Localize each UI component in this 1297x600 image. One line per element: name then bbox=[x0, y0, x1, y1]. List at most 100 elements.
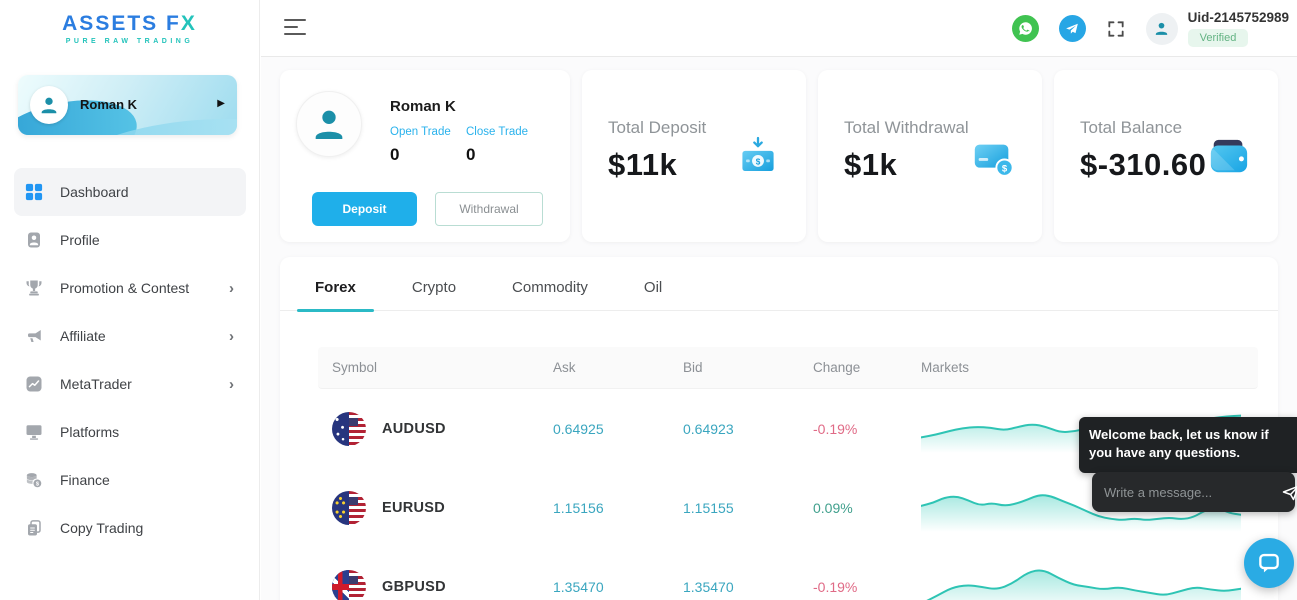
sidebar-item-metatrader[interactable]: MetaTrader › bbox=[14, 360, 246, 408]
withdrawal-button[interactable]: Withdrawal bbox=[435, 192, 543, 226]
sidebar-item-label: Affiliate bbox=[60, 328, 106, 344]
gbpusd-flag-icon bbox=[332, 569, 366, 600]
table-row[interactable]: GBPUSD 1.35470 1.35470 -0.19% bbox=[318, 547, 1258, 600]
ask-value: 1.15156 bbox=[553, 499, 604, 516]
eurusd-flag-icon bbox=[332, 490, 366, 525]
symbol-name: GBPUSD bbox=[382, 578, 446, 595]
chat-welcome-tooltip: Welcome back, let us know if you have an… bbox=[1079, 417, 1297, 474]
wallet-icon bbox=[1206, 136, 1252, 183]
sidebar-item-finance[interactable]: $ Finance bbox=[14, 456, 246, 504]
chevron-right-icon: › bbox=[229, 279, 234, 297]
profile-icon bbox=[24, 230, 44, 250]
money-deposit-icon: $ bbox=[736, 136, 780, 189]
sidebar-user-card[interactable]: Roman K ▶ bbox=[18, 75, 237, 135]
user-avatar-icon bbox=[30, 86, 68, 124]
livechat-bubble-button[interactable] bbox=[1244, 538, 1294, 588]
total-withdrawal-value: $1k bbox=[844, 147, 898, 182]
user-avatar-icon bbox=[1145, 12, 1178, 45]
sidebar-item-label: Dashboard bbox=[60, 184, 129, 200]
total-balance-card: Total Balance $-310.60 bbox=[1054, 70, 1278, 242]
symbol-name: AUDUSD bbox=[382, 420, 446, 437]
brand-tagline: PURE RAW TRADING bbox=[65, 38, 194, 45]
monitor-icon bbox=[24, 422, 44, 442]
whatsapp-icon[interactable] bbox=[1011, 15, 1039, 42]
bid-value: 1.35470 bbox=[683, 578, 734, 595]
svg-text:$: $ bbox=[36, 481, 40, 487]
sidebar-item-label: Platforms bbox=[60, 424, 120, 440]
open-trade-value: 0 bbox=[390, 145, 400, 164]
chevron-right-icon[interactable]: ▶ bbox=[217, 98, 225, 109]
sidebar-menu: Dashboard Profile Promotion & Contest › … bbox=[0, 168, 260, 552]
send-icon[interactable] bbox=[1280, 481, 1297, 503]
svg-text:$: $ bbox=[756, 157, 761, 166]
bid-value: 0.64923 bbox=[683, 420, 734, 437]
tab-oil[interactable]: Oil bbox=[643, 279, 663, 296]
total-balance-value: $-310.60 bbox=[1080, 147, 1207, 182]
sidebar-item-dashboard[interactable]: Dashboard bbox=[14, 168, 246, 216]
sidebar-item-label: Finance bbox=[60, 472, 110, 488]
brand-suffix-x: X bbox=[180, 12, 197, 35]
brand-name: ASSETS FX bbox=[0, 12, 259, 36]
sidebar-item-affiliate[interactable]: Affiliate › bbox=[14, 312, 246, 360]
bid-value: 1.15155 bbox=[683, 499, 734, 516]
card-withdrawal-icon: $ bbox=[970, 136, 1016, 187]
topbar: Uid-2145752989 Verified bbox=[261, 0, 1297, 57]
change-value: 0.09% bbox=[813, 499, 853, 516]
tab-commodity[interactable]: Commodity bbox=[512, 279, 588, 296]
sidebar-item-label: Promotion & Contest bbox=[60, 280, 190, 296]
market-sparkline-chart bbox=[921, 563, 1242, 600]
brand-suffix-f: F bbox=[166, 12, 181, 35]
close-trade-value: 0 bbox=[466, 145, 476, 164]
column-header-ask: Ask bbox=[553, 360, 576, 375]
chat-message-input[interactable] bbox=[1104, 484, 1280, 500]
audusd-flag-icon bbox=[332, 411, 366, 446]
chevron-right-icon: › bbox=[229, 375, 234, 393]
column-header-markets: Markets bbox=[921, 360, 970, 375]
sidebar-item-label: Copy Trading bbox=[60, 520, 144, 536]
total-deposit-label: Total Deposit bbox=[608, 118, 707, 137]
chat-input-bar[interactable] bbox=[1092, 472, 1297, 512]
user-uid: Uid-2145752989 bbox=[1187, 10, 1289, 25]
deposit-button[interactable]: Deposit bbox=[312, 192, 417, 226]
close-trade-label: Close Trade bbox=[466, 126, 529, 138]
account-summary-card: Roman K Open Trade 0 Close Trade 0 Depos… bbox=[280, 70, 570, 242]
sidebar-item-profile[interactable]: Profile bbox=[14, 216, 246, 264]
chevron-right-icon: › bbox=[229, 327, 234, 345]
main-content: Roman K Open Trade 0 Close Trade 0 Depos… bbox=[261, 57, 1297, 600]
menu-toggle-icon[interactable] bbox=[284, 19, 306, 40]
dashboard-grid-icon bbox=[24, 182, 44, 202]
sidebar-user-name: Roman K bbox=[80, 97, 138, 112]
verified-badge: Verified bbox=[1187, 29, 1249, 47]
coins-icon: $ bbox=[24, 470, 44, 490]
tab-crypto[interactable]: Crypto bbox=[411, 279, 457, 296]
table-header: Symbol Ask Bid Change Markets bbox=[318, 347, 1258, 389]
total-balance-label: Total Balance bbox=[1080, 118, 1183, 137]
ask-value: 1.35470 bbox=[553, 578, 604, 595]
fullscreen-icon[interactable] bbox=[1106, 19, 1126, 39]
svg-text:$: $ bbox=[1002, 163, 1008, 174]
total-deposit-card: Total Deposit $11k $ bbox=[582, 70, 806, 242]
open-trade-label: Open Trade bbox=[390, 126, 451, 138]
sidebar-item-copy-trading[interactable]: Copy Trading bbox=[14, 504, 246, 552]
brand-logo: ASSETS FX PURE RAW TRADING bbox=[0, 0, 259, 45]
column-header-change: Change bbox=[813, 360, 861, 375]
tab-forex[interactable]: Forex bbox=[297, 279, 374, 312]
column-header-symbol: Symbol bbox=[332, 360, 378, 375]
sidebar-item-label: MetaTrader bbox=[60, 376, 132, 392]
megaphone-icon bbox=[24, 326, 44, 346]
symbol-name: EURUSD bbox=[382, 499, 446, 516]
total-withdrawal-label: Total Withdrawal bbox=[844, 118, 969, 137]
metatrader-chart-icon bbox=[24, 374, 44, 394]
telegram-icon[interactable] bbox=[1058, 15, 1086, 42]
sidebar: ASSETS FX PURE RAW TRADING Roman K ▶ Das… bbox=[0, 0, 260, 600]
table-row[interactable]: EURUSD 1.15156 1.15155 0.09% bbox=[318, 468, 1258, 547]
total-deposit-value: $11k bbox=[608, 147, 678, 182]
sidebar-item-promotion-contest[interactable]: Promotion & Contest › bbox=[14, 264, 246, 312]
change-value: -0.19% bbox=[813, 420, 858, 437]
ask-value: 0.64925 bbox=[553, 420, 604, 437]
sidebar-item-label: Profile bbox=[60, 232, 100, 248]
total-withdrawal-card: Total Withdrawal $1k $ bbox=[818, 70, 1042, 242]
change-value: -0.19% bbox=[813, 578, 858, 595]
sidebar-item-platforms[interactable]: Platforms bbox=[14, 408, 246, 456]
topbar-user[interactable]: Uid-2145752989 Verified bbox=[1145, 10, 1289, 47]
